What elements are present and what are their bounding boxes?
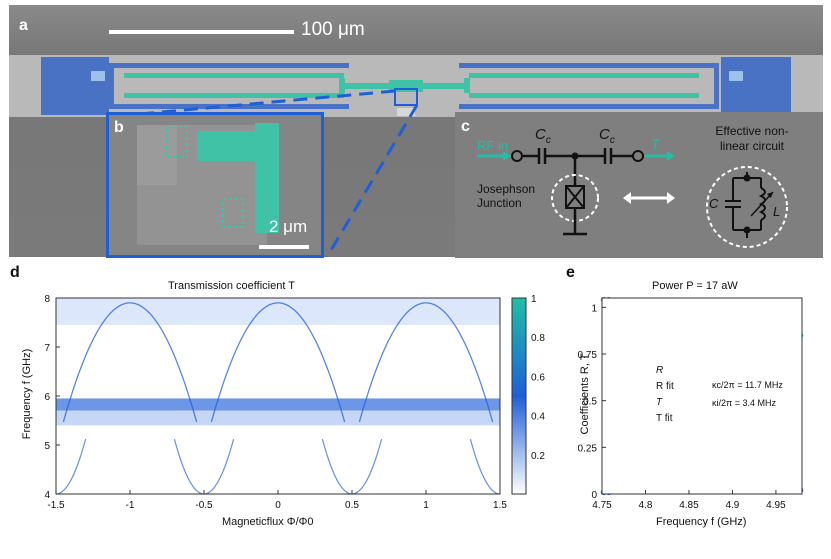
dip-curve	[204, 438, 235, 495]
heat-xtick: 0.5	[345, 500, 359, 511]
rt-ytick: 0	[591, 490, 597, 501]
cc-right-label: Cc	[599, 126, 615, 146]
resonance-curve	[62, 302, 130, 423]
scalebar-main	[109, 30, 294, 34]
rt-ytick: 0.75	[578, 350, 598, 361]
heat-ytick: 5	[44, 441, 50, 452]
resonance-curve	[210, 302, 278, 423]
left-pad	[41, 57, 109, 115]
colorbar	[511, 297, 527, 495]
dip-curve	[321, 438, 352, 495]
heat-ytick: 4	[44, 490, 50, 501]
right-feedline	[421, 63, 719, 109]
cap-c-label: C	[709, 196, 719, 211]
rt-xtick: 4.85	[679, 500, 699, 511]
t-out-label: T	[651, 136, 660, 152]
heatmap-ylabel: Frequency f (GHz)	[21, 348, 33, 440]
scalebar-inset	[259, 245, 309, 249]
heat-xtick: 1	[423, 500, 429, 511]
heat-band-mid	[56, 398, 500, 411]
dip-curve	[469, 438, 500, 495]
rt-ytick: 1	[591, 303, 597, 314]
colorbar-tick: 0.6	[531, 372, 545, 383]
jj-label: Josephson Junction	[477, 182, 536, 210]
heatmap-title: Transmission coefficient T	[168, 280, 295, 292]
rt-ytick: 0.5	[583, 397, 597, 408]
circuit-schematic	[455, 112, 823, 258]
dip-curve	[56, 438, 87, 495]
resonance-curve	[278, 302, 346, 423]
panel-label-a: a	[19, 17, 28, 34]
panel-b-inset: b 2 μm	[106, 112, 324, 258]
heat-xtick: -1.5	[47, 500, 65, 511]
panel-label-b: b	[114, 119, 124, 136]
rf-in-label: RF in	[477, 138, 509, 153]
dip-curve	[352, 438, 383, 495]
effective-circuit-label: Effective non-linear circuit	[715, 124, 789, 153]
rt-xlabel: Frequency f (GHz)	[656, 516, 747, 528]
colorbar-tick: 0.2	[531, 451, 545, 462]
rt-xtick: 4.95	[766, 500, 786, 511]
rt-xtick: 4.9	[725, 500, 739, 511]
colorbar-tick: 0.4	[531, 412, 545, 423]
legend-r: R	[656, 365, 664, 376]
rt-title: Power P = 17 aW	[652, 280, 738, 292]
resonance-curve	[358, 302, 426, 423]
heatmap-xlabel: Magneticflux Φ/Φ0	[222, 516, 314, 528]
colorbar-tick: 1	[531, 294, 537, 305]
heat-ytick: 7	[44, 343, 50, 354]
scalebar-inset-label: 2 μm	[269, 217, 308, 236]
resonance-curve	[130, 302, 198, 423]
resonance-curve	[426, 302, 494, 423]
kappa-c-annotation: κc/2π = 11.7 MHz	[712, 380, 783, 390]
heat-band-low	[56, 410, 500, 426]
effective-circuit-highlight	[706, 166, 788, 248]
panel-d-heatmap: -1.5 -1 -0.5 0 0.5 1 1.5 4 5 6 7 8 0.2 0.4 0.6 0.8 1 Tra…	[0, 278, 560, 554]
dip-curve	[173, 438, 204, 495]
panel-label-d: d	[10, 264, 20, 281]
colorbar-tick: 0.8	[531, 333, 545, 344]
heatmap-chart: -1.5 -1 -0.5 0 0.5 1 1.5 4 5 6 7 8 0.2 0.4 0.6 0.8 1	[44, 294, 545, 511]
panel-c-circuit: c RF in T Cc Cc Josephson Junction Effect…	[455, 112, 823, 258]
heat-xtick: 1.5	[493, 500, 507, 511]
rt-ylabel: Coefficients R, T	[579, 353, 591, 435]
inset-junction-drawing	[109, 115, 321, 255]
legend-r-fit: R fit	[656, 381, 674, 392]
heat-ytick: 6	[44, 392, 50, 403]
legend-t-fit: T fit	[656, 413, 673, 424]
scalebar-main-label: 100 μm	[301, 19, 365, 40]
heat-xtick: -0.5	[195, 500, 213, 511]
kappa-i-annotation: κi/2π = 3.4 MHz	[712, 398, 776, 408]
heat-band-high	[56, 298, 500, 325]
rt-xtick: 4.75	[592, 500, 612, 511]
ind-l-label: L	[773, 204, 781, 219]
panel-label-c: c	[461, 118, 470, 135]
right-pad	[721, 57, 791, 115]
heat-xtick: -1	[126, 500, 135, 511]
heat-xtick: 0	[275, 500, 281, 511]
panel-e-scatter: 4.75 4.8 4.85 4.9 4.95 0 0.25 0.5 0.75 1 Power P …	[560, 278, 831, 554]
rt-xtick: 4.8	[639, 500, 653, 511]
heat-ytick: 8	[44, 294, 50, 305]
cc-left-label: Cc	[535, 126, 551, 146]
panel-label-e: e	[566, 264, 575, 281]
rt-chart: 4.75 4.8 4.85 4.9 4.95 0 0.25 0.5 0.75 1	[578, 296, 804, 511]
zoom-box	[394, 88, 418, 106]
rt-ytick: 0.25	[578, 443, 598, 454]
legend-t: T	[656, 397, 663, 408]
